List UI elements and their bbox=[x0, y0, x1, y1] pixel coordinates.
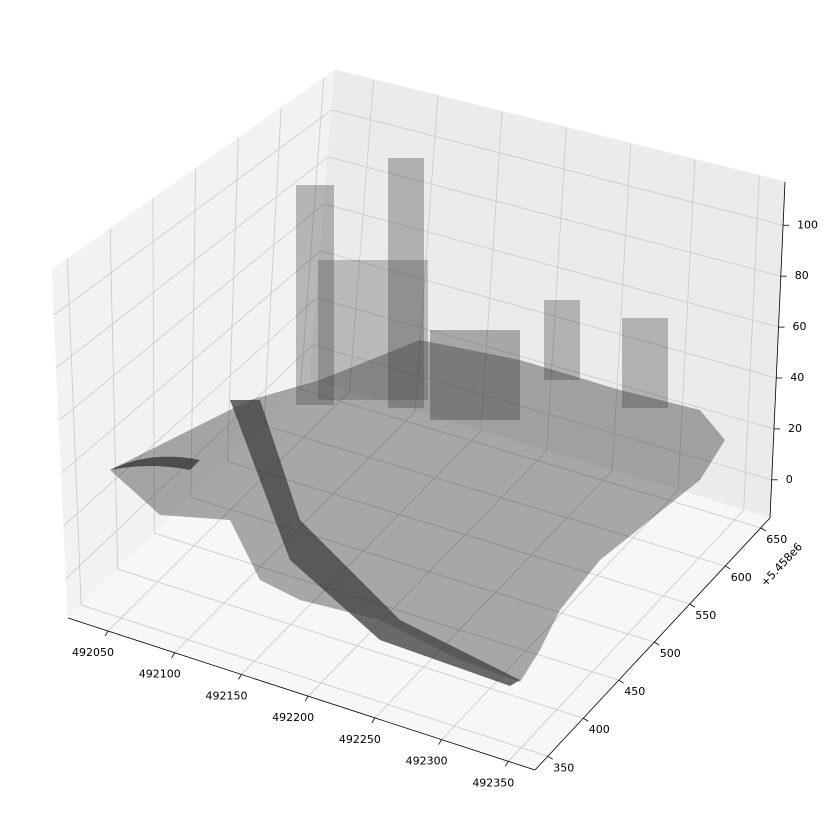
grid-line bbox=[58, 203, 325, 421]
y-tick bbox=[654, 641, 660, 646]
point-cloud-tower bbox=[296, 185, 334, 405]
y-offset-label: +5.458e6 bbox=[758, 540, 805, 589]
grid-line bbox=[53, 109, 333, 316]
z-tick-label: 80 bbox=[795, 269, 809, 282]
y-tick bbox=[760, 527, 766, 532]
grid-line bbox=[61, 250, 321, 474]
grid-line bbox=[331, 109, 784, 226]
x-tick-label: 492350 bbox=[472, 776, 514, 789]
grid-line bbox=[677, 159, 696, 491]
grid-line bbox=[324, 203, 779, 328]
grid-line bbox=[190, 496, 655, 643]
x-tick-label: 492300 bbox=[406, 755, 448, 768]
x-tick bbox=[171, 652, 176, 658]
grid-line bbox=[241, 430, 482, 675]
x-tick bbox=[238, 674, 242, 680]
x-tick bbox=[304, 695, 309, 702]
z-tick-label: 100 bbox=[797, 218, 818, 231]
x-tick bbox=[438, 739, 442, 745]
grid-line bbox=[109, 228, 119, 570]
z-axis-line bbox=[769, 181, 786, 519]
z-tick-label: 60 bbox=[793, 320, 807, 333]
x-tick bbox=[371, 717, 376, 724]
point-cloud-tower bbox=[388, 158, 424, 408]
grid-line bbox=[441, 490, 679, 740]
x-tick-label: 492050 bbox=[72, 646, 114, 659]
z-tick-label: 20 bbox=[788, 422, 802, 435]
grid-line bbox=[227, 460, 690, 605]
z-tick-label: 0 bbox=[786, 473, 793, 486]
y-tick bbox=[618, 679, 624, 684]
x-tick-label: 492200 bbox=[272, 711, 314, 724]
grid-line bbox=[611, 143, 632, 471]
grid-line bbox=[107, 391, 350, 632]
point-cloud-building bbox=[430, 330, 520, 420]
grid bbox=[53, 77, 784, 762]
grid-line bbox=[190, 168, 197, 498]
grid-line bbox=[300, 77, 325, 390]
point-cloud-building bbox=[318, 260, 428, 400]
x-tick-label: 492150 bbox=[205, 689, 247, 702]
y-tick-label: 400 bbox=[589, 723, 610, 736]
z-tick-label: 40 bbox=[790, 371, 804, 384]
y-axis-line bbox=[534, 517, 771, 771]
y-tick bbox=[547, 755, 553, 760]
grid-line bbox=[743, 175, 760, 511]
grid-line bbox=[320, 250, 777, 379]
point-cloud-tower bbox=[622, 318, 668, 408]
y-tick-label: 550 bbox=[695, 609, 716, 622]
y-tick-label: 650 bbox=[766, 533, 787, 546]
grid-line bbox=[56, 156, 329, 368]
grid-line bbox=[508, 509, 745, 762]
y-tick-label: 600 bbox=[731, 571, 752, 584]
x-tick-label: 492250 bbox=[339, 733, 381, 746]
grid-line bbox=[480, 111, 503, 432]
x-axis-line bbox=[67, 617, 536, 771]
grid-line bbox=[374, 470, 613, 719]
axes: 492050 492100 492150 492200 492250 492300 4923… bbox=[67, 181, 818, 789]
y-tick-label: 350 bbox=[553, 761, 574, 774]
grid-line bbox=[327, 156, 781, 277]
grid-line bbox=[117, 568, 584, 719]
x-tick-label: 492100 bbox=[139, 668, 181, 681]
point-cloud-curve bbox=[110, 456, 200, 470]
grid-line bbox=[316, 297, 775, 430]
x-tick bbox=[104, 630, 109, 637]
point-cloud-rail bbox=[230, 400, 520, 686]
grid-line bbox=[263, 108, 282, 426]
y-tick bbox=[583, 717, 589, 722]
grid-line bbox=[81, 604, 548, 757]
grid-line bbox=[546, 127, 567, 451]
grid-line bbox=[63, 297, 317, 527]
grid-line bbox=[312, 344, 772, 481]
x-tick bbox=[504, 761, 509, 767]
y-tick-label: 450 bbox=[624, 685, 645, 698]
y-tick-label: 500 bbox=[660, 647, 681, 660]
grid-line bbox=[307, 450, 547, 697]
grid-line bbox=[66, 259, 82, 606]
grid-line bbox=[349, 79, 374, 392]
point-cloud-tower bbox=[544, 300, 580, 380]
grid-line bbox=[300, 388, 761, 529]
y-tick bbox=[689, 603, 695, 608]
grid-line bbox=[152, 198, 155, 534]
grid-line bbox=[263, 424, 726, 567]
point-cloud bbox=[110, 158, 725, 686]
grid-line bbox=[414, 95, 439, 412]
grid-line bbox=[226, 138, 239, 462]
y-tick bbox=[725, 565, 731, 570]
